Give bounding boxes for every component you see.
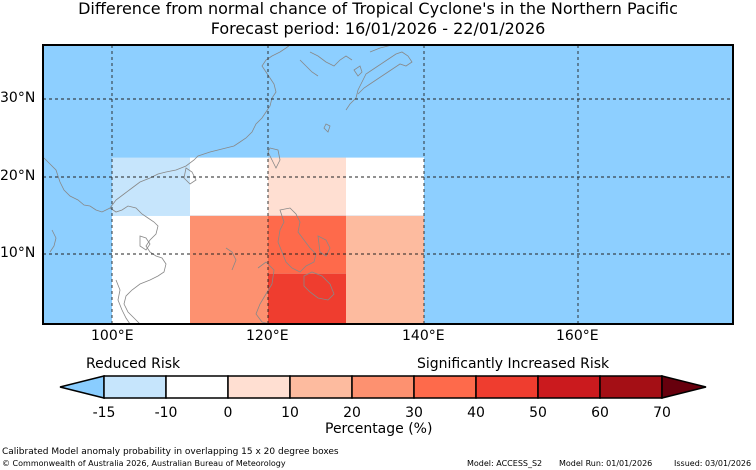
risk-box-5 (190, 215, 268, 325)
colorbar-arrow-high (661, 375, 707, 399)
risk-box-6 (268, 215, 346, 274)
colorbar-segment-2 (165, 375, 229, 399)
colorbar-tick-1: -10 (154, 405, 178, 421)
colorbar-segment-4 (289, 375, 353, 399)
colorbar-tick-9: 70 (653, 405, 671, 421)
colorbar (59, 375, 707, 399)
colorbar-unit-label: Percentage (%) (325, 421, 433, 437)
lat-label-30n: 30°N (0, 90, 36, 106)
footer-note: Calibrated Model anomaly probability in … (2, 447, 339, 457)
risk-boxes (112, 157, 424, 325)
reduced-risk-label: Reduced Risk (86, 356, 181, 372)
coastline (43, 44, 413, 325)
lat-label-10n: 10°N (0, 245, 36, 261)
colorbar-tick-6: 40 (467, 405, 485, 421)
colorbar-segment-8 (537, 375, 601, 399)
risk-box-3 (346, 157, 424, 216)
forecast-period: Forecast period: 16/01/2026 - 22/01/2026 (210, 19, 546, 38)
colorbar-segment-9 (599, 375, 663, 399)
colorbar-tick-5: 30 (405, 405, 423, 421)
colorbar-segment-6 (413, 375, 477, 399)
increased-risk-label: Significantly Increased Risk (417, 356, 610, 372)
risk-box-0 (112, 157, 190, 216)
footer-model: Model: ACCESS_S2 (467, 459, 543, 468)
risk-box-7 (268, 273, 346, 324)
risk-box-2 (268, 157, 346, 216)
lat-label-20n: 20°N (0, 168, 36, 184)
footer-copyright: © Commonwealth of Australia 2026, Austra… (2, 459, 286, 468)
colorbar-segment-7 (475, 375, 539, 399)
colorbar-tick-8: 60 (591, 405, 609, 421)
gridlines (43, 45, 733, 324)
lon-label-100e: 100°E (91, 328, 134, 344)
colorbar-segment-1 (103, 375, 167, 399)
risk-box-8 (346, 215, 424, 325)
colorbar-tick-3: 10 (281, 405, 299, 421)
colorbar-arrow-low (59, 375, 105, 399)
footer-issued: Issued: 03/01/2026 (674, 459, 752, 468)
lon-label-120e: 120°E (246, 328, 289, 344)
map-title: Difference from normal chance of Tropica… (78, 0, 678, 18)
colorbar-segment-5 (351, 375, 415, 399)
lon-label-160e: 160°E (556, 328, 599, 344)
colorbar-tick-7: 50 (529, 405, 547, 421)
footer-model-run: Model Run: 01/01/2026 (559, 459, 653, 468)
lon-label-140e: 140°E (402, 328, 445, 344)
risk-box-1 (190, 157, 268, 216)
map-frame (42, 44, 734, 325)
colorbar-tick-4: 20 (343, 405, 361, 421)
risk-box-4 (112, 215, 190, 325)
colorbar-tick-2: 0 (223, 405, 233, 421)
colorbar-tick-0: -15 (92, 405, 116, 421)
colorbar-segment-3 (227, 375, 291, 399)
